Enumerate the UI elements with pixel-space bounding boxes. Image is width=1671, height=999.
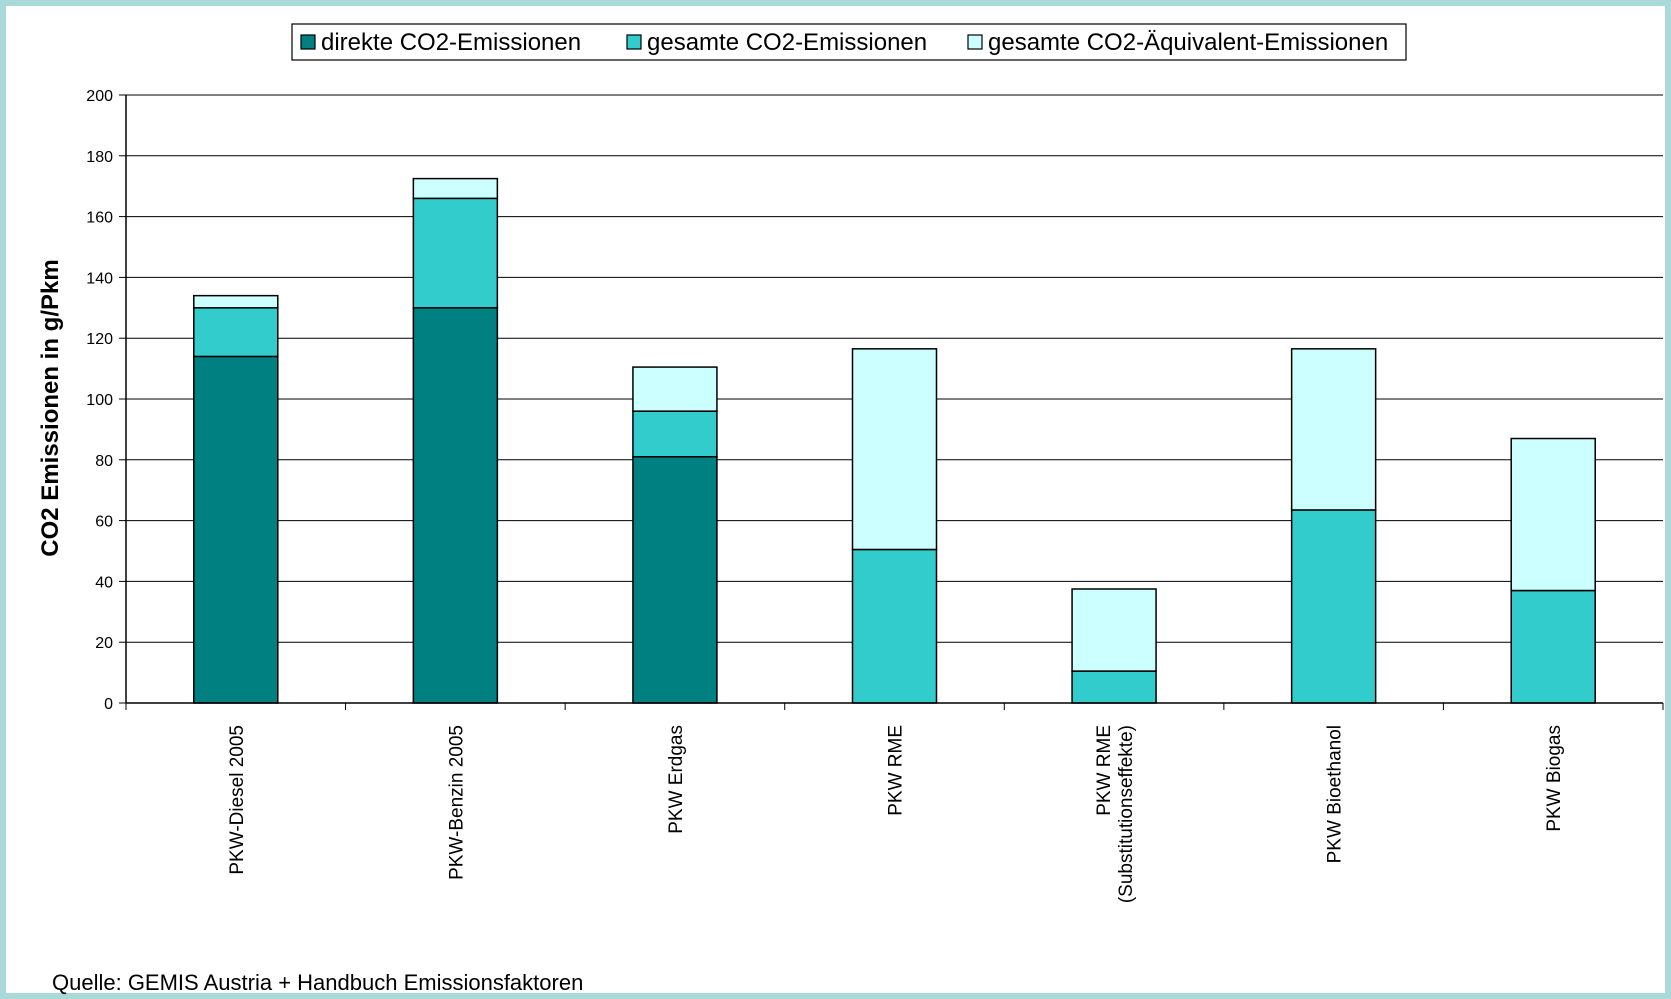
bar-segment-1: [193, 355, 279, 704]
legend-swatch: [967, 34, 983, 50]
y-tick-label: 0: [104, 696, 113, 713]
bar-segment-2: [1071, 670, 1157, 704]
x-category-label: PKW RME: [886, 725, 907, 816]
bars: [193, 177, 1596, 704]
bar-segment-3: [412, 177, 499, 200]
bar-segment-2: [193, 307, 279, 358]
legend-label: direkte CO2-Emissionen: [321, 29, 581, 56]
legend-box: [291, 23, 1407, 61]
legend-swatch: [300, 34, 316, 50]
y-tick-label: 60: [95, 514, 113, 531]
bar-segment-3: [1071, 588, 1157, 672]
y-tick-label: 20: [95, 635, 113, 652]
stacked-bar-chart: 0 20 40 60 80 100 120 140 160 180 200 PKW-Diesel 20…: [37, 23, 1664, 903]
bar-segment-2: [412, 197, 499, 309]
legend: direkte CO2-Emissionen gesamte CO2-Emissi…: [291, 23, 1407, 61]
x-category-label: PKW-Benzin 2005: [446, 725, 467, 880]
source-note: Quelle: GEMIS Austria + Handbuch Emissio…: [52, 970, 584, 995]
chart-frame: 0 20 40 60 80 100 120 140 160 180 200 PKW-Diesel 20…: [6, 6, 1665, 995]
y-tick-label: 200: [86, 88, 113, 105]
bar-segment-3: [632, 366, 718, 412]
axes: 0 20 40 60 80 100 120 140 160 180 200 PKW-Diesel 20…: [86, 88, 1664, 903]
x-category-label: PKW Erdgas: [666, 725, 687, 834]
bar-segment-1: [632, 456, 718, 704]
y-axis-label: CO2 Emissionen in g/Pkm: [37, 259, 64, 556]
bar-segment-3: [1290, 348, 1377, 511]
x-category-label: PKW Biogas: [1544, 725, 1565, 832]
y-tick-label: 100: [86, 392, 113, 409]
y-tick-label: 180: [86, 149, 113, 166]
bar-segment-3: [851, 348, 938, 551]
bar-segment-2: [1510, 589, 1596, 704]
legend-label: gesamte CO2-Emissionen: [647, 29, 927, 56]
bar-segment-2: [851, 548, 938, 704]
legend-label: gesamte CO2-Äquivalent-Emissionen: [988, 29, 1388, 56]
bar-segment-3: [1510, 437, 1596, 592]
x-category-label: (Substitutionseffekte): [1116, 725, 1137, 903]
legend-swatch: [626, 34, 642, 50]
y-tick-label: 160: [86, 210, 113, 227]
y-tick-label: 80: [95, 453, 113, 470]
x-category-label: PKW-Diesel 2005: [227, 725, 248, 875]
bar-segment-2: [632, 410, 718, 458]
bar-segment-3: [193, 294, 279, 309]
y-tick-label: 40: [95, 574, 113, 591]
x-category-label: PKW RME: [1094, 725, 1115, 816]
y-tick-label: 140: [86, 270, 113, 287]
bar-segment-1: [412, 307, 499, 704]
y-tick-label: 120: [86, 331, 113, 348]
x-category-label: PKW Bioethanol: [1325, 725, 1346, 863]
bar-segment-2: [1290, 509, 1377, 704]
